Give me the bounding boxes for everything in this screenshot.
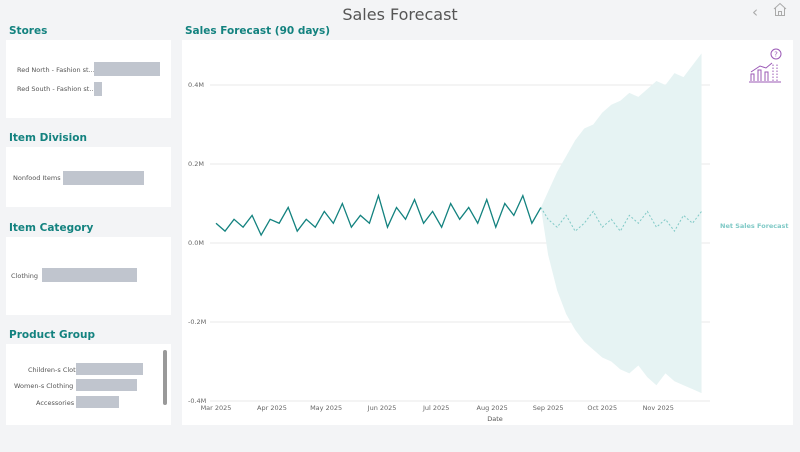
product-group-label[interactable]: Children-s Clothing — [28, 366, 90, 374]
x-tick-label: Mar 2025 — [201, 404, 232, 412]
y-tick-label: 0.0M — [188, 239, 204, 247]
x-tick-label: May 2025 — [310, 404, 342, 412]
store-label[interactable]: Red South - Fashion st... — [17, 85, 96, 93]
y-tick-label: 0.4M — [188, 81, 204, 89]
svg-text:?: ? — [774, 51, 778, 59]
home-icon[interactable] — [772, 2, 788, 21]
store-label[interactable]: Red North - Fashion st... — [17, 66, 95, 74]
store-bar[interactable] — [94, 62, 160, 76]
stores-slicer: Red North - Fashion st... Red South - Fa… — [6, 40, 171, 118]
x-tick-label: Sep 2025 — [533, 404, 564, 412]
forecast-line — [540, 207, 702, 233]
x-tick-label: Aug 2025 — [477, 404, 508, 412]
product-group-bar[interactable] — [76, 363, 143, 375]
x-axis-label: Date — [487, 415, 503, 423]
product-group-bar[interactable] — [76, 396, 119, 408]
x-tick-label: Jul 2025 — [422, 404, 449, 412]
item-category-slicer: Clothing — [6, 237, 171, 315]
item-division-slicer: Nonfood Items — [6, 147, 171, 207]
x-tick-label: Oct 2025 — [587, 404, 617, 412]
x-tick-label: Apr 2025 — [257, 404, 287, 412]
product-group-label[interactable]: Women-s Clothing — [14, 382, 74, 390]
actual-sales-line — [215, 193, 542, 237]
legend-net-sales-forecast: Net Sales Forecast — [720, 222, 789, 230]
x-tick-label: Nov 2025 — [643, 404, 674, 412]
product-group-label[interactable]: Accessories — [36, 399, 75, 407]
x-tick-label: Jun 2025 — [367, 404, 397, 412]
category-bar[interactable] — [42, 268, 137, 282]
forecast-question-icon[interactable]: ? — [749, 48, 782, 83]
product-group-scrollbar[interactable] — [163, 350, 167, 405]
division-label[interactable]: Nonfood Items — [13, 174, 61, 182]
stores-title: Stores — [9, 25, 48, 37]
division-bar[interactable] — [63, 171, 144, 185]
product-group-title: Product Group — [9, 329, 95, 341]
forecast-chart: 0.4M 0.2M 0.0M -0.2M -0.4M Mar 2025 Apr 2025 Ma… — [182, 40, 793, 425]
y-tick-label: -0.2M — [188, 318, 206, 326]
chevron-left-icon[interactable]: ‹ — [752, 3, 758, 21]
item-category-title: Item Category — [9, 222, 94, 234]
y-tick-label: 0.2M — [188, 160, 204, 168]
product-group-bar[interactable] — [76, 379, 137, 391]
product-group-slicer: Children-s Clothing Women-s Clothing Acc… — [6, 344, 171, 425]
confidence-band — [540, 53, 702, 394]
chart-title: Sales Forecast (90 days) — [185, 25, 331, 37]
category-label[interactable]: Clothing — [11, 272, 39, 280]
item-division-title: Item Division — [9, 132, 87, 144]
page-title: Sales Forecast — [342, 5, 458, 24]
y-tick-label: -0.4M — [188, 397, 206, 405]
store-bar[interactable] — [94, 82, 102, 96]
